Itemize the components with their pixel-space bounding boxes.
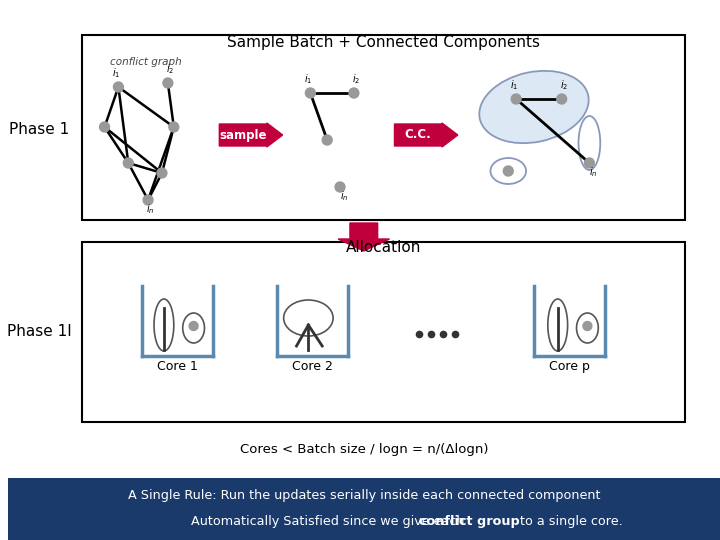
Ellipse shape bbox=[284, 300, 333, 336]
Text: Sample Batch + Connected Components: Sample Batch + Connected Components bbox=[227, 35, 540, 50]
Circle shape bbox=[323, 135, 332, 145]
Circle shape bbox=[305, 88, 315, 98]
Text: $i_n$: $i_n$ bbox=[340, 189, 348, 203]
Circle shape bbox=[114, 82, 123, 92]
Text: $i_2$: $i_2$ bbox=[559, 78, 568, 92]
Text: conflict graph: conflict graph bbox=[110, 57, 182, 67]
Text: Phase 1I: Phase 1I bbox=[7, 325, 71, 340]
Circle shape bbox=[511, 94, 521, 104]
Text: Cores < Batch size / logn = n/(Δlogn): Cores < Batch size / logn = n/(Δlogn) bbox=[240, 443, 488, 456]
Text: to a single core.: to a single core. bbox=[516, 516, 623, 529]
Text: Core 1: Core 1 bbox=[158, 360, 198, 373]
Text: Allocation: Allocation bbox=[346, 240, 421, 254]
Circle shape bbox=[335, 182, 345, 192]
Text: C.C.: C.C. bbox=[405, 129, 431, 141]
Text: conflict group: conflict group bbox=[419, 516, 520, 529]
Text: $i_1$: $i_1$ bbox=[510, 78, 518, 92]
FancyArrow shape bbox=[220, 123, 283, 147]
Circle shape bbox=[123, 158, 133, 168]
Text: Core 2: Core 2 bbox=[292, 360, 333, 373]
Circle shape bbox=[169, 122, 179, 132]
Text: $i_n$: $i_n$ bbox=[145, 202, 154, 216]
Circle shape bbox=[349, 88, 359, 98]
Text: $i_2$: $i_2$ bbox=[166, 62, 174, 76]
FancyArrow shape bbox=[395, 123, 458, 147]
FancyBboxPatch shape bbox=[82, 35, 685, 220]
Circle shape bbox=[163, 78, 173, 88]
Text: $i_1$: $i_1$ bbox=[305, 72, 312, 86]
Text: Phase 1: Phase 1 bbox=[9, 123, 69, 138]
Text: A Single Rule: Run the updates serially inside each connected component: A Single Rule: Run the updates serially … bbox=[127, 489, 600, 503]
Circle shape bbox=[557, 94, 567, 104]
FancyBboxPatch shape bbox=[8, 478, 720, 540]
Text: Automatically Satisfied since we give each: Automatically Satisfied since we give ea… bbox=[191, 516, 468, 529]
Circle shape bbox=[503, 166, 513, 176]
Text: Core p: Core p bbox=[549, 360, 590, 373]
Ellipse shape bbox=[578, 116, 600, 170]
Circle shape bbox=[583, 321, 592, 330]
Text: $i_n$: $i_n$ bbox=[589, 165, 598, 179]
Ellipse shape bbox=[183, 313, 204, 343]
Text: sample: sample bbox=[220, 129, 267, 141]
Circle shape bbox=[157, 168, 167, 178]
Text: $i_1$: $i_1$ bbox=[112, 66, 120, 80]
Text: $i_2$: $i_2$ bbox=[352, 72, 360, 86]
Circle shape bbox=[143, 195, 153, 205]
Ellipse shape bbox=[490, 158, 526, 184]
FancyBboxPatch shape bbox=[82, 242, 685, 422]
Circle shape bbox=[585, 158, 594, 168]
Ellipse shape bbox=[577, 313, 598, 343]
Circle shape bbox=[99, 122, 109, 132]
Ellipse shape bbox=[154, 299, 174, 351]
Ellipse shape bbox=[548, 299, 567, 351]
Ellipse shape bbox=[480, 71, 589, 143]
Circle shape bbox=[189, 321, 198, 330]
FancyArrow shape bbox=[338, 223, 390, 251]
